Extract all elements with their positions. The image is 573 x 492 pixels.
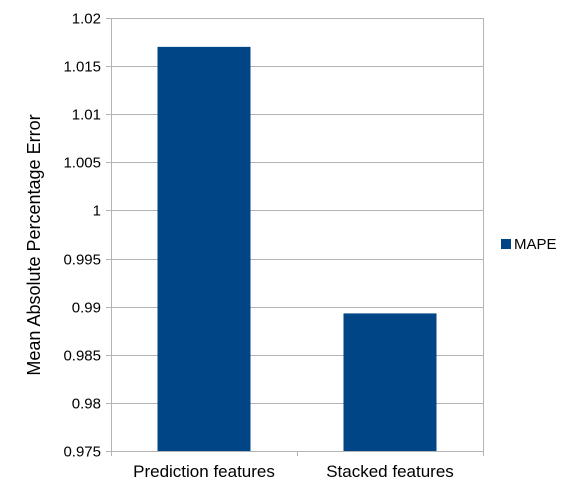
- y-tick-label: 0.99: [72, 300, 101, 317]
- legend: MAPE: [501, 236, 557, 253]
- y-axis-title: Mean Absolute Percentage Error: [24, 114, 44, 375]
- y-tick-label: 1.01: [72, 107, 101, 124]
- y-tick-label: 1.015: [63, 59, 101, 76]
- bar-stacked-features: [343, 313, 437, 451]
- y-tick-label: 0.975: [63, 444, 101, 461]
- bars: [157, 46, 437, 451]
- x-tick-label: Prediction features: [133, 462, 275, 481]
- y-tick-label: 0.985: [63, 348, 101, 365]
- y-tick-label: 0.98: [72, 396, 101, 413]
- y-tick-labels: 0.975 0.98 0.985 0.99 0.995 1 1.005 1.01 1.015 1.…: [63, 11, 101, 461]
- axes: [111, 18, 484, 456]
- y-tick-label: 1: [93, 203, 101, 220]
- x-tick-labels: Prediction features Stacked features: [133, 462, 454, 481]
- y-tick-label: 1.02: [72, 11, 101, 28]
- legend-label: MAPE: [514, 236, 557, 253]
- bar-prediction-features: [157, 46, 251, 451]
- x-tick-label: Stacked features: [326, 462, 454, 481]
- y-tick-label: 0.995: [63, 252, 101, 269]
- y-tick-label: 1.005: [63, 155, 101, 172]
- plot-frame: [111, 18, 484, 452]
- legend-swatch: [501, 239, 511, 249]
